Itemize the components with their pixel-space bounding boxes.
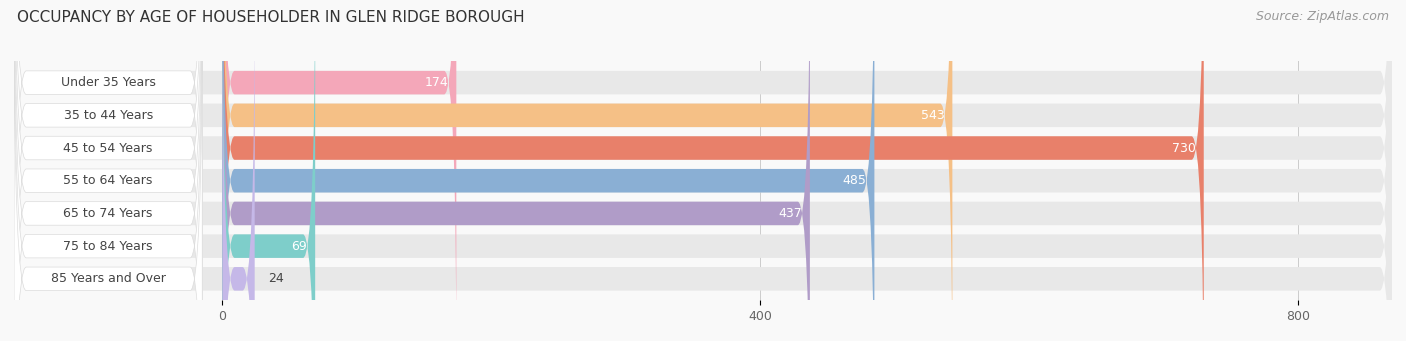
Text: 85 Years and Over: 85 Years and Over bbox=[51, 272, 166, 285]
FancyBboxPatch shape bbox=[14, 0, 202, 341]
FancyBboxPatch shape bbox=[222, 0, 875, 341]
Text: 75 to 84 Years: 75 to 84 Years bbox=[63, 240, 153, 253]
FancyBboxPatch shape bbox=[222, 0, 1204, 341]
Text: 65 to 74 Years: 65 to 74 Years bbox=[63, 207, 153, 220]
FancyBboxPatch shape bbox=[14, 0, 202, 341]
Text: 45 to 54 Years: 45 to 54 Years bbox=[63, 142, 153, 154]
FancyBboxPatch shape bbox=[14, 0, 1392, 341]
Text: 35 to 44 Years: 35 to 44 Years bbox=[63, 109, 153, 122]
FancyBboxPatch shape bbox=[222, 0, 315, 341]
FancyBboxPatch shape bbox=[14, 0, 202, 341]
Text: 437: 437 bbox=[778, 207, 801, 220]
Text: 24: 24 bbox=[269, 272, 284, 285]
FancyBboxPatch shape bbox=[14, 0, 1392, 341]
Text: 485: 485 bbox=[842, 174, 866, 187]
Text: 69: 69 bbox=[291, 240, 307, 253]
FancyBboxPatch shape bbox=[14, 0, 1392, 341]
FancyBboxPatch shape bbox=[14, 0, 202, 341]
FancyBboxPatch shape bbox=[222, 0, 457, 341]
FancyBboxPatch shape bbox=[14, 0, 1392, 341]
FancyBboxPatch shape bbox=[14, 0, 202, 341]
FancyBboxPatch shape bbox=[222, 0, 810, 341]
Text: Under 35 Years: Under 35 Years bbox=[60, 76, 156, 89]
Text: 543: 543 bbox=[921, 109, 945, 122]
FancyBboxPatch shape bbox=[222, 0, 952, 341]
FancyBboxPatch shape bbox=[14, 0, 202, 341]
FancyBboxPatch shape bbox=[222, 0, 254, 341]
Text: 730: 730 bbox=[1171, 142, 1195, 154]
FancyBboxPatch shape bbox=[14, 0, 1392, 341]
Text: 55 to 64 Years: 55 to 64 Years bbox=[63, 174, 153, 187]
Text: 174: 174 bbox=[425, 76, 449, 89]
Text: Source: ZipAtlas.com: Source: ZipAtlas.com bbox=[1256, 10, 1389, 23]
Text: OCCUPANCY BY AGE OF HOUSEHOLDER IN GLEN RIDGE BOROUGH: OCCUPANCY BY AGE OF HOUSEHOLDER IN GLEN … bbox=[17, 10, 524, 25]
FancyBboxPatch shape bbox=[14, 0, 202, 341]
FancyBboxPatch shape bbox=[14, 0, 1392, 341]
FancyBboxPatch shape bbox=[14, 0, 1392, 341]
